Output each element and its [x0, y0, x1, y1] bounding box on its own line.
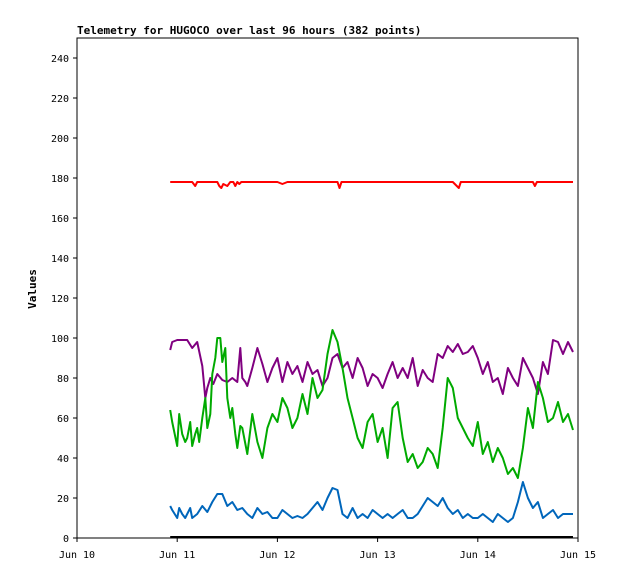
- x-tick-label: Jun 11: [159, 550, 195, 561]
- y-tick-label: 80: [57, 374, 69, 385]
- x-tick-label: Jun 13: [360, 550, 396, 561]
- y-tick-label: 100: [51, 334, 69, 345]
- y-tick-label: 0: [63, 534, 69, 545]
- y-axis-label: Values: [26, 269, 39, 309]
- y-axis: 0 20 40 60 80 100 120 140 160 180 200 220 240: [51, 54, 77, 545]
- series-line-4: [169, 481, 573, 523]
- y-tick-label: 160: [51, 214, 69, 225]
- y-tick-label: 40: [57, 454, 69, 465]
- x-tick-label: Jun 15: [560, 550, 596, 561]
- y-tick-label: 180: [51, 174, 69, 185]
- y-tick-label: 200: [51, 134, 69, 145]
- x-tick-label: Jun 10: [59, 550, 95, 561]
- y-tick-label: 60: [57, 414, 69, 425]
- series-line-2: [169, 339, 574, 399]
- x-tick-label: Jun 14: [460, 550, 496, 561]
- plot-frame: [76, 37, 579, 539]
- x-axis: Jun 10 Jun 11 Jun 12 Jun 13 Jun 14 Jun 15: [59, 538, 596, 561]
- y-tick-label: 20: [57, 494, 69, 505]
- y-tick-label: 220: [51, 94, 69, 105]
- chart-title: Telemetry for HUGOCO over last 96 hours …: [77, 24, 421, 37]
- y-tick-label: 240: [51, 54, 69, 65]
- y-tick-label: 140: [51, 254, 69, 265]
- series-layer: [169, 181, 574, 538]
- series-line-1: [170, 181, 573, 189]
- y-tick-label: 120: [51, 294, 69, 305]
- x-tick-label: Jun 12: [259, 550, 295, 561]
- series-line-3: [169, 329, 574, 479]
